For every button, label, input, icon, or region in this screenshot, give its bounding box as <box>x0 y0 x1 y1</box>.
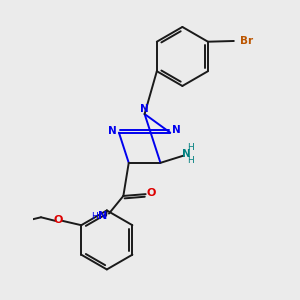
Text: N: N <box>98 212 107 221</box>
Text: O: O <box>146 188 155 198</box>
Text: O: O <box>54 215 63 225</box>
Text: H: H <box>91 212 98 221</box>
Text: H: H <box>187 143 194 152</box>
Text: N: N <box>108 126 117 136</box>
Text: Br: Br <box>240 36 253 46</box>
Text: N: N <box>140 103 148 114</box>
Text: N: N <box>172 125 181 135</box>
Text: N: N <box>182 149 191 159</box>
Text: H: H <box>187 156 194 165</box>
